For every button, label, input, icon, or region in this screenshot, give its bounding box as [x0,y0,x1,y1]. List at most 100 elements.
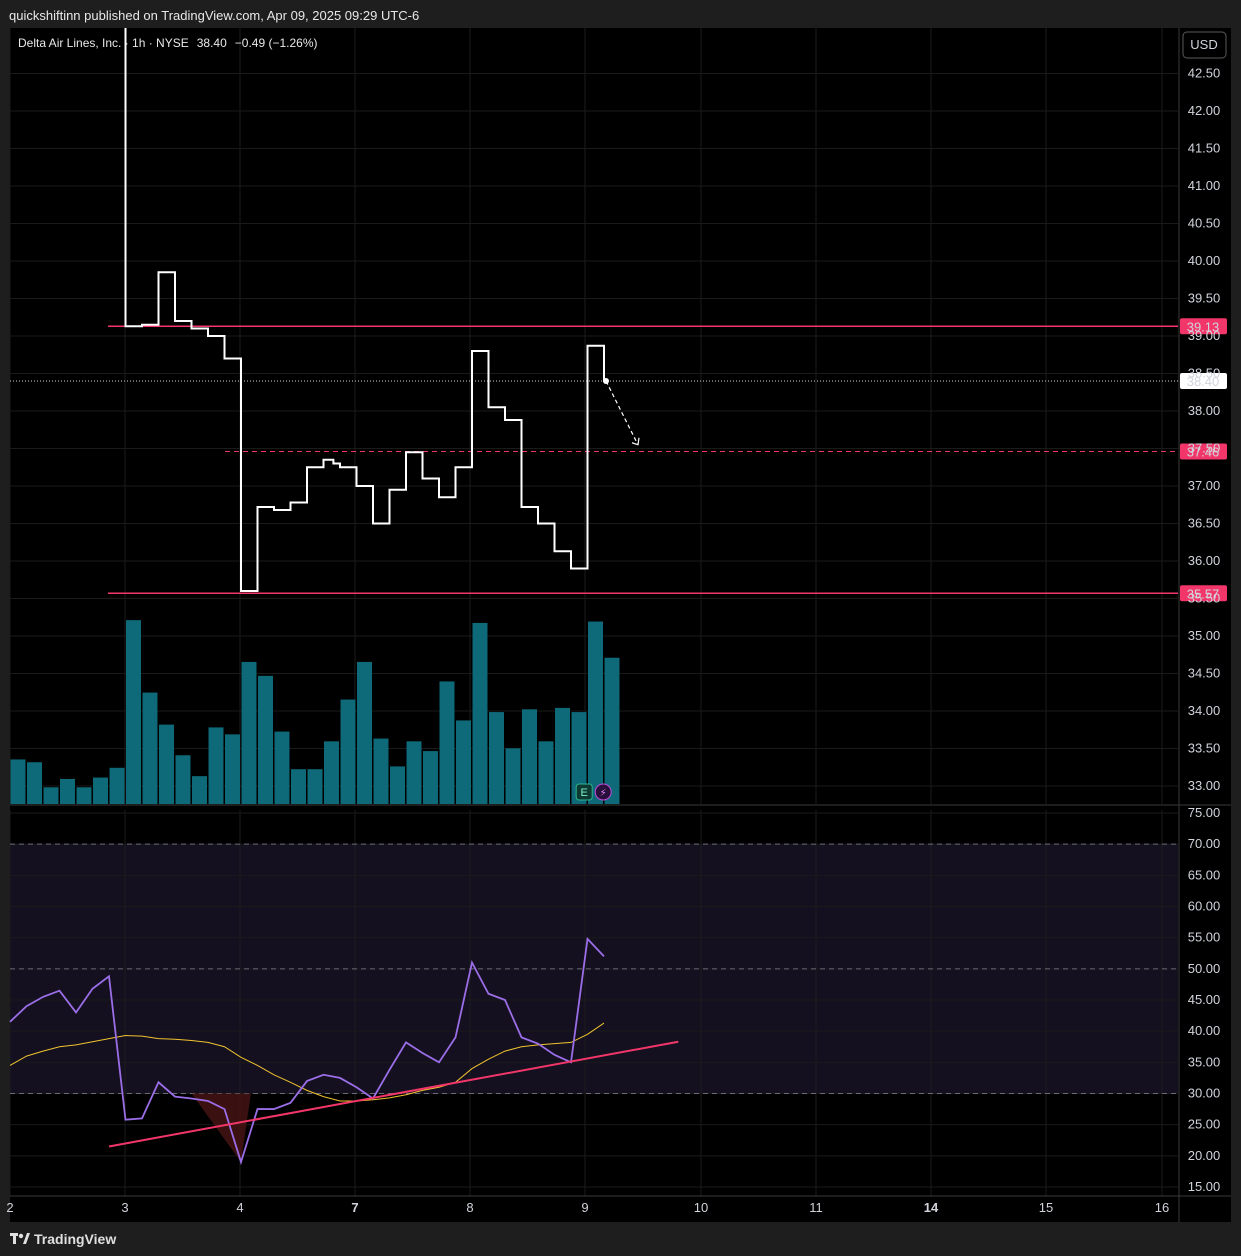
volume-bar [208,727,224,804]
volume-bar [538,741,554,804]
volume-bar [175,755,191,804]
rsi-tick-label: 45.00 [1188,992,1221,1007]
price-levels: 39.13 37.46 35.57 38.40 [10,318,1227,602]
time-axis: 2 3 4 7 8 9 10 11 14 15 16 [6,1200,1169,1215]
price-tick-label: 38.00 [1188,403,1221,418]
price-tick-label: 33.50 [1188,741,1221,756]
time-tick-label: 9 [581,1200,588,1215]
price-tick-label: 36.50 [1188,516,1221,531]
event-markers[interactable]: E ⚡ [575,783,612,801]
earnings-marker-label: E [581,787,588,799]
volume-bar [423,751,438,804]
rsi-tick-label: 30.00 [1188,1086,1221,1101]
volume-bar [126,620,141,804]
volume-bar [472,622,488,804]
price-tick-label: 37.50 [1188,441,1221,456]
volume-bar [10,759,26,804]
level-label: 35.57 [1187,586,1220,601]
volume-bar [27,762,42,804]
volume-bar [307,769,323,804]
price-tick-label: 42.00 [1188,103,1221,118]
rsi-tick-label: 35.00 [1188,1054,1221,1069]
price-tick-label: 39.00 [1188,328,1221,343]
volume-bars [10,620,620,804]
price-tick-label: 40.00 [1188,253,1221,268]
price-axis: 33.00 33.50 34.00 34.50 35.00 35.50 36.00 36.50… [1188,66,1221,1195]
price-tick-label: 41.00 [1188,178,1221,193]
earnings-icon [575,783,593,801]
volume-bar [588,621,603,804]
time-tick-label: 8 [466,1200,473,1215]
usd-button-label: USD [1190,37,1217,52]
time-tick-label: 11 [809,1200,823,1215]
price-tick-label: 34.50 [1188,666,1221,681]
legend-last: 38.40 [197,36,227,50]
price-tick-label: 37.00 [1188,478,1221,493]
volume-bar [60,778,75,804]
price-tick-label: 35.00 [1188,628,1221,643]
rsi-ma-line [9,1022,605,1102]
price-tick-label: 36.00 [1188,553,1221,568]
price-series [124,28,640,592]
price-tick-label: 42.50 [1188,66,1221,81]
volume-bar [76,787,92,804]
rsi-tick-label: 70.00 [1188,836,1221,851]
rsi-line [9,936,605,1166]
last-price-label: 38.40 [1187,374,1220,389]
price-tick-label: 35.50 [1188,591,1221,606]
level-label-bg [1180,443,1227,460]
rsi-tick-label: 20.00 [1188,1148,1221,1163]
price-tick-label: 38.50 [1188,366,1221,381]
volume-bar [340,699,356,804]
level-label: 39.13 [1187,319,1220,334]
time-tick-label: 3 [121,1200,128,1215]
volume-bar [225,734,240,804]
rsi-tick-label: 65.00 [1188,867,1221,882]
price-step-line [124,28,605,592]
split-icon [594,783,612,801]
time-tick-label: 16 [1155,1200,1169,1215]
footer-brand: TradingView [34,1231,117,1247]
time-tick-label: 10 [694,1200,708,1215]
footer: TradingView [0,1222,1241,1256]
volume-bar [555,707,570,804]
top-bar: quickshiftinn published on TradingView.c… [0,0,1241,28]
price-tick-label: 33.00 [1188,778,1221,793]
chart-canvas[interactable]: 39.13 37.46 35.57 38.40 33.00 33.50 34.00 34.5… [0,28,1241,1222]
usd-button[interactable]: USD [1182,31,1227,59]
level-label: 37.46 [1187,445,1220,460]
tradingview-logo-icon [10,1233,30,1244]
volume-bar [373,738,389,804]
volume-bar [93,777,108,804]
published-caption: quickshiftinn published on TradingView.c… [9,8,420,23]
time-tick-label: 7 [351,1200,358,1215]
rsi-pane [9,843,1178,1166]
level-label-bg [1180,585,1227,602]
legend-change: −0.49 (−1.26%) [235,36,318,50]
volume-bar [505,748,521,804]
rsi-trendline [108,1040,679,1148]
volume-bar [324,741,339,804]
rsi-tick-label: 15.00 [1188,1179,1221,1194]
volume-bar [241,661,257,804]
volume-bar [522,709,537,804]
volume-bar [489,712,504,804]
volume-bar [192,776,207,804]
rsi-tick-label: 60.00 [1188,899,1221,914]
volume-bar [258,675,273,804]
projection-arrowhead [631,437,640,446]
volume-bar [604,657,620,804]
volume-bar [439,681,455,804]
price-tick-label: 41.50 [1188,141,1221,156]
rsi-tick-label: 55.00 [1188,930,1221,945]
volume-bar [291,769,306,804]
volume-bar [274,731,290,804]
time-tick-label: 15 [1039,1200,1053,1215]
volume-bar [43,787,59,804]
price-tick-label: 34.00 [1188,703,1221,718]
rsi-tick-label: 25.00 [1188,1117,1221,1132]
legend-symbol: Delta Air Lines, Inc. · 1h · NYSE 38.40 −0… [18,36,318,50]
split-marker-label: ⚡ [600,788,607,799]
volume-bar [456,720,471,804]
legend-symbol-name: Delta Air Lines, Inc. · 1h · NYSE [18,36,189,50]
